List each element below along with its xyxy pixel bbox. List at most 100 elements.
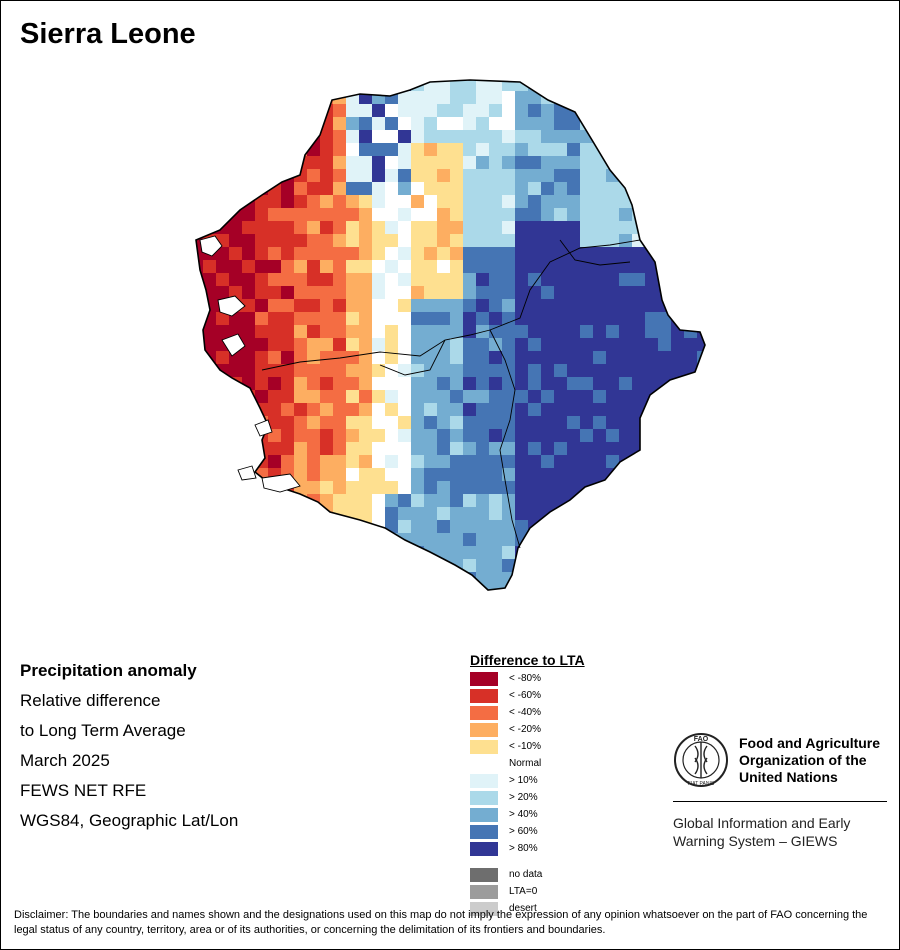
anomaly-cell [567,80,580,91]
anomaly-cell [619,221,632,234]
anomaly-cell [398,585,411,590]
anomaly-cell [463,260,476,273]
anomaly-cell [333,546,346,559]
anomaly-cell [255,585,268,590]
anomaly-cell [580,247,593,260]
anomaly-cell [619,416,632,429]
anomaly-cell [502,442,515,455]
anomaly-cell [450,520,463,533]
anomaly-cell [424,403,437,416]
anomaly-cell [385,390,398,403]
anomaly-cell [671,286,684,299]
anomaly-cell [645,130,658,143]
anomaly-cell [697,377,705,390]
anomaly-cell [554,260,567,273]
anomaly-cell [528,299,541,312]
anomaly-cell [671,182,684,195]
anomaly-cell [684,104,697,117]
anomaly-cell [307,572,320,585]
anomaly-cell [671,234,684,247]
anomaly-cell [632,364,645,377]
anomaly-cell [684,312,697,325]
anomaly-cell [541,533,554,546]
legend-swatch [470,757,498,771]
anomaly-cell [229,481,242,494]
anomaly-cell [476,338,489,351]
disclaimer: Disclaimer: The boundaries and names sho… [14,909,868,936]
anomaly-cell [203,455,216,468]
anomaly-cell [385,91,398,104]
anomaly-cell [671,455,684,468]
anomaly-cell [489,91,502,104]
anomaly-cell [398,117,411,130]
anomaly-cell [567,442,580,455]
anomaly-cell [437,156,450,169]
anomaly-cell [593,156,606,169]
anomaly-cell [645,351,658,364]
legend-item: > 60% [470,825,610,839]
anomaly-cell [593,80,606,91]
anomaly-cell [489,377,502,390]
anomaly-cell [196,234,203,247]
anomaly-cell [619,520,632,533]
anomaly-cell [242,299,255,312]
anomaly-cell [489,182,502,195]
anomaly-cell [671,429,684,442]
anomaly-cell [229,91,242,104]
anomaly-cell [203,169,216,182]
anomaly-cell [463,273,476,286]
anomaly-cell [385,494,398,507]
anomaly-cell [658,156,671,169]
anomaly-cell [671,338,684,351]
anomaly-cell [320,273,333,286]
anomaly-cell [567,169,580,182]
anomaly-cell [437,169,450,182]
anomaly-cell [567,338,580,351]
anomaly-cell [255,273,268,286]
anomaly-cell [476,143,489,156]
anomaly-cell [242,273,255,286]
anomaly-cell [411,195,424,208]
anomaly-cell [437,299,450,312]
anomaly-cell [645,208,658,221]
anomaly-cell [346,208,359,221]
anomaly-cell [697,585,705,590]
anomaly-cell [580,429,593,442]
anomaly-cell [281,338,294,351]
anomaly-cell [242,390,255,403]
anomaly-cell [554,351,567,364]
anomaly-cell [333,416,346,429]
legend-label: LTA=0 [509,886,538,897]
anomaly-cell [502,429,515,442]
anomaly-cell [372,273,385,286]
anomaly-cell [554,390,567,403]
anomaly-cell [411,130,424,143]
anomaly-cell [658,585,671,590]
anomaly-cell [424,312,437,325]
anomaly-cell [697,273,705,286]
anomaly-cell [372,468,385,481]
anomaly-cell [333,403,346,416]
anomaly-cell [476,468,489,481]
anomaly-cell [255,338,268,351]
anomaly-cell [242,130,255,143]
anomaly-cell [268,585,281,590]
anomaly-cell [619,247,632,260]
anomaly-cell [645,442,658,455]
anomaly-cell [411,208,424,221]
anomaly-cell [554,442,567,455]
anomaly-cell [541,260,554,273]
anomaly-cell [398,481,411,494]
anomaly-cell [593,117,606,130]
anomaly-cell [216,351,229,364]
anomaly-cell [554,338,567,351]
anomaly-cell [697,481,705,494]
anomaly-cell [476,429,489,442]
anomaly-cell [476,80,489,91]
anomaly-cell [398,156,411,169]
anomaly-cell [502,260,515,273]
anomaly-cell [424,468,437,481]
anomaly-cell [398,299,411,312]
anomaly-cell [619,143,632,156]
anomaly-cell [424,455,437,468]
